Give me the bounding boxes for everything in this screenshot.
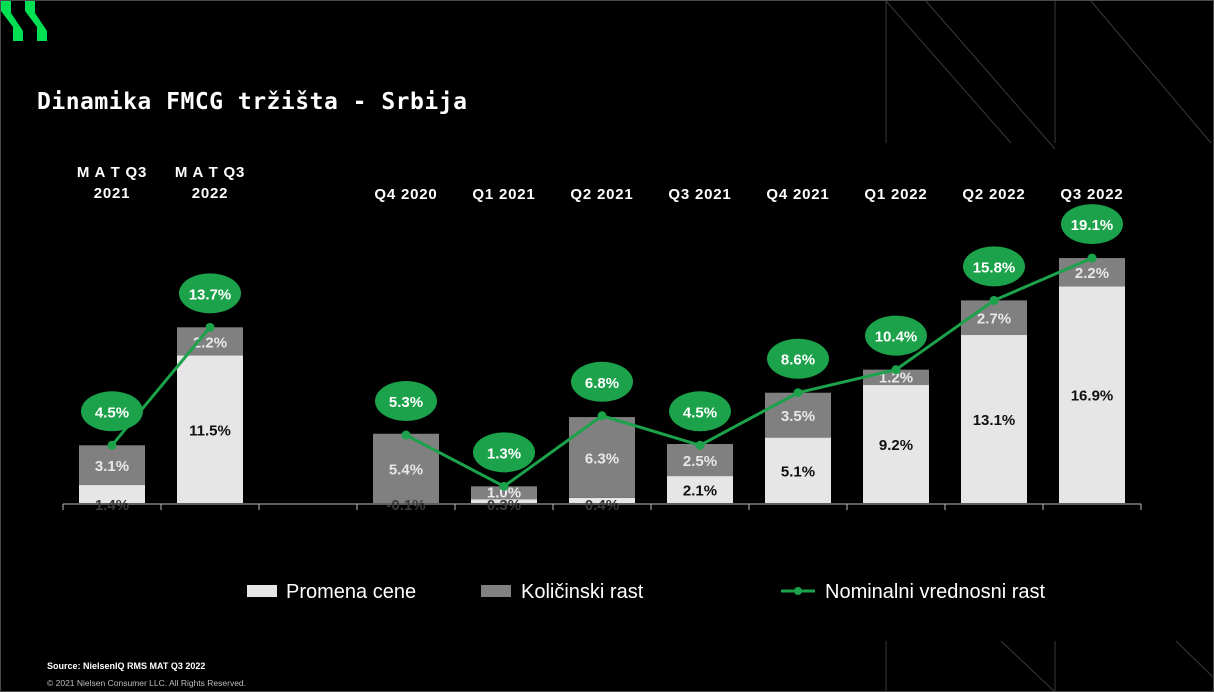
nominal-point-7 [793, 388, 803, 398]
decor-line-4 [1175, 640, 1213, 678]
nominal-bubble-5 [571, 361, 633, 402]
bar-volume-1 [177, 327, 243, 356]
category-label-6-0: Q3 2021 [668, 186, 731, 203]
bar-price-5 [569, 497, 635, 503]
legend-label-price: Promena cene [286, 581, 416, 603]
nominal-point-0 [107, 440, 117, 450]
nominal-point-3 [401, 430, 411, 440]
category-label-3-0: Q4 2020 [374, 186, 437, 203]
price-label-4: 0.3% [487, 497, 521, 514]
nominal-bubble-8 [865, 315, 927, 356]
nominal-point-8 [891, 365, 901, 375]
category-label-0-0: M A T Q3 [77, 164, 147, 181]
category-label-5-0: Q2 2021 [570, 186, 633, 203]
legend-swatch-nominal-dot [794, 587, 802, 595]
legend-label-nominal: Nominalni vrednosni rast [825, 581, 1046, 603]
bar-price-8 [863, 385, 929, 503]
category-label-4-0: Q1 2021 [472, 186, 535, 203]
nominal-line-segment-1 [405, 256, 1093, 489]
nominal-bubble-9 [963, 246, 1025, 287]
bar-volume-4 [471, 486, 537, 500]
nominal-bubble-6 [669, 391, 731, 432]
price-label-7: 5.1% [781, 463, 815, 480]
volume-label-7: 3.5% [781, 408, 815, 425]
category-label-9-0: Q2 2022 [962, 186, 1025, 203]
nominal-label-7: 8.6% [781, 352, 815, 369]
volume-label-6: 2.5% [683, 453, 717, 470]
logo-mark-right [25, 1, 47, 41]
category-label-7-0: Q4 2021 [766, 186, 829, 203]
volume-label-8: 1.2% [879, 369, 913, 386]
nominal-label-5: 6.8% [585, 375, 619, 392]
legend-swatch-volume [481, 585, 511, 597]
nominal-point-9 [989, 295, 999, 305]
nominal-label-1: 13.7% [189, 286, 232, 303]
price-label-1: 11.5% [189, 422, 231, 439]
nominal-bubble-0 [81, 391, 143, 432]
nominal-point-6 [695, 440, 705, 450]
source-note: Source: NielsenIQ RMS MAT Q3 2022 [47, 661, 206, 671]
nominal-label-4: 1.3% [487, 445, 521, 462]
decor-line-1 [925, 1, 1056, 150]
nominal-point-1 [205, 322, 215, 332]
category-label-1-0: M A T Q3 [175, 164, 245, 181]
bar-price-6 [667, 476, 733, 503]
nominal-label-8: 10.4% [875, 329, 918, 346]
nominal-bubble-10 [1061, 204, 1123, 245]
legend-swatch-price [247, 585, 277, 597]
logo-mark-left [1, 1, 23, 41]
price-label-5: 0.4% [585, 497, 619, 514]
nominal-label-9: 15.8% [973, 259, 1016, 276]
price-label-3: -0.1% [386, 497, 425, 514]
nominal-point-5 [597, 411, 607, 421]
nominal-point-4 [499, 481, 509, 491]
nielseniq-logo [1, 1, 47, 41]
nominal-bubble-4 [473, 432, 535, 473]
decor-line-3 [1000, 640, 1055, 691]
volume-label-3: 5.4% [389, 461, 423, 478]
volume-label-9: 2.7% [977, 311, 1011, 328]
decor-line-0 [885, 1, 1012, 144]
bar-volume-0 [79, 445, 145, 486]
price-label-8: 9.2% [879, 437, 913, 454]
nominal-bubble-3 [375, 381, 437, 422]
category-label-0-1: 2021 [94, 185, 131, 202]
copyright-note: © 2021 Nielsen Consumer LLC. All Rights … [47, 678, 247, 688]
nominal-label-6: 4.5% [683, 404, 717, 421]
category-label-10-0: Q3 2022 [1060, 186, 1123, 203]
nominal-bubble-1 [179, 273, 241, 314]
bar-price-1 [177, 355, 243, 503]
slide-title: Dinamika FMCG tržišta - Srbija [37, 89, 468, 115]
volume-label-5: 6.3% [585, 450, 619, 467]
bar-price-4 [471, 499, 537, 503]
nominal-bubble-7 [767, 338, 829, 379]
category-label-8-0: Q1 2022 [864, 186, 927, 203]
bar-volume-10 [1059, 258, 1125, 287]
bar-volume-7 [765, 392, 831, 438]
volume-label-0: 3.1% [95, 458, 129, 475]
nominal-label-0: 4.5% [95, 404, 129, 421]
nominal-point-10 [1087, 253, 1097, 263]
bar-price-7 [765, 437, 831, 503]
decor-line-2 [1090, 1, 1212, 144]
price-label-6: 2.1% [683, 483, 717, 500]
price-label-0: 1.4% [95, 497, 129, 514]
bar-price-0 [79, 485, 145, 503]
legend-label-volume: Količinski rast [521, 581, 644, 603]
nominal-label-3: 5.3% [389, 394, 423, 411]
volume-label-4: 1.0% [487, 485, 521, 502]
price-label-10: 16.9% [1071, 388, 1114, 405]
category-label-1-1: 2022 [192, 185, 229, 202]
price-label-9: 13.1% [973, 412, 1016, 429]
bar-price-9 [961, 335, 1027, 503]
nominal-label-10: 19.1% [1071, 217, 1114, 234]
volume-label-10: 2.2% [1075, 265, 1109, 282]
bar-price-10 [1059, 286, 1125, 503]
